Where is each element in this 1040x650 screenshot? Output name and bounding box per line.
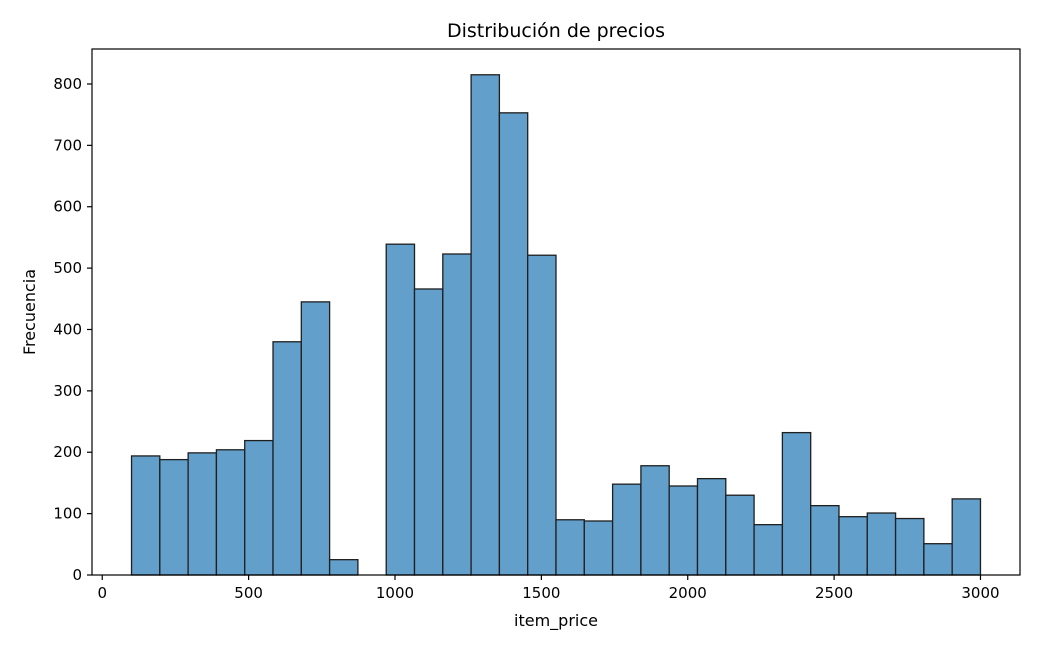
histogram-bar <box>300 301 331 576</box>
histogram-bar <box>215 449 246 576</box>
histogram-bar <box>527 254 557 576</box>
chart-title: Distribución de precios <box>447 20 665 42</box>
histogram-bar <box>442 253 472 576</box>
x-tick-label: 3000 <box>961 584 999 602</box>
bars-group <box>130 74 982 576</box>
y-tick-label: 200 <box>53 443 82 461</box>
y-tick-label: 500 <box>53 259 82 277</box>
histogram-bar <box>555 519 585 576</box>
x-tick-label: 2500 <box>815 584 853 602</box>
plot-frame <box>91 48 1021 576</box>
y-axis-ticks: 0 100 200 300 400 500 600 700 800 <box>53 75 92 584</box>
histogram-bar <box>894 517 925 576</box>
histogram-bar <box>810 504 840 576</box>
x-tick-label: 500 <box>234 584 263 602</box>
histogram-bar <box>838 516 868 576</box>
histogram-bar <box>866 512 897 576</box>
y-tick-label: 0 <box>72 566 82 584</box>
y-tick-label: 100 <box>53 505 82 523</box>
histogram-bar <box>159 458 189 576</box>
histogram-bar <box>385 243 416 576</box>
histogram-bar <box>498 112 529 576</box>
x-tick-label: 1000 <box>376 584 414 602</box>
histogram-bar <box>272 341 302 576</box>
y-tick-label: 700 <box>53 136 82 154</box>
y-tick-label: 300 <box>53 382 82 400</box>
histogram-bar <box>583 520 614 576</box>
histogram-bar <box>923 543 953 576</box>
histogram-bar <box>611 483 642 576</box>
x-tick-label: 2000 <box>669 584 707 602</box>
histogram-bar <box>725 494 755 576</box>
histogram-bar <box>753 524 784 576</box>
y-tick-label: 400 <box>53 320 82 338</box>
histogram-bar <box>781 431 812 576</box>
y-tick-label: 600 <box>53 198 82 216</box>
histogram-bar <box>187 452 218 576</box>
histogram-bar <box>951 498 982 576</box>
y-axis-label: Frecuencia <box>20 269 39 355</box>
histogram-bar <box>470 74 501 576</box>
x-tick-label: 0 <box>97 584 107 602</box>
histogram-bar <box>413 288 444 576</box>
histogram-bar <box>244 439 274 576</box>
x-axis-label: item_price <box>514 611 598 631</box>
histogram-bar <box>696 477 727 576</box>
histogram-bar <box>328 559 359 576</box>
x-tick-label: 1500 <box>522 584 560 602</box>
x-axis-ticks: 0 500 1000 1500 2000 2500 3000 <box>97 575 1000 602</box>
histogram-bar <box>668 485 699 576</box>
y-tick-label: 800 <box>53 75 82 93</box>
histogram-bar <box>640 465 670 576</box>
histogram-bar <box>130 455 161 576</box>
